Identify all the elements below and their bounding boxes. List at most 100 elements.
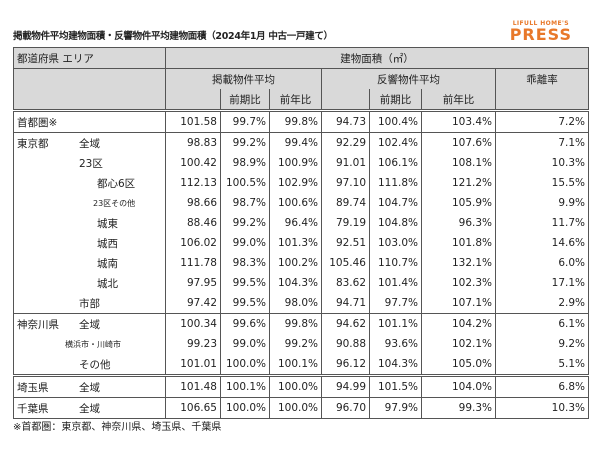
prefecture-label: 東京都 [17, 137, 49, 150]
listed-qoq-cell: 99.5% [220, 293, 270, 314]
area-label: 全域 [79, 137, 100, 150]
response-yoy-cell: 108.1% [421, 153, 496, 173]
prefecture-label: 首都圏※ [17, 116, 58, 129]
area-cell: 城東 [13, 213, 166, 233]
listed-area-cell: 99.23 [165, 334, 221, 354]
listed-qoq-cell: 100.0% [220, 397, 270, 419]
area-cell: 東京都 全域 [13, 132, 166, 153]
response-yoy-cell: 102.1% [421, 334, 496, 354]
response-area-cell: 94.62 [321, 313, 370, 334]
listed-qoq-cell: 99.2% [220, 213, 270, 233]
area-label: 城東 [97, 217, 118, 230]
response-qoq-cell: 104.8% [369, 213, 422, 233]
response-yoy-cell: 99.3% [421, 397, 496, 419]
area-cell: 都心6区 [13, 173, 166, 193]
response-qoq-cell: 102.4% [369, 132, 422, 153]
response-yoy-cell: 121.2% [421, 173, 496, 193]
deviation-rate-cell: 10.3% [495, 397, 589, 419]
listed-yoy-cell: 104.3% [269, 273, 322, 293]
response-area-cell: 89.74 [321, 193, 370, 213]
response-qoq-cell: 111.8% [369, 173, 422, 193]
listed-qoq-cell: 99.0% [220, 334, 270, 354]
listed-qoq-cell: 99.5% [220, 273, 270, 293]
area-label: その他 [79, 358, 111, 371]
response-qoq-cell: 97.7% [369, 293, 422, 314]
listed-yoy-cell: 99.8% [269, 109, 322, 133]
listed-qoq-cell: 99.0% [220, 233, 270, 253]
listed-yoy-cell: 100.6% [269, 193, 322, 213]
listed-area-cell: 100.42 [165, 153, 221, 173]
header-blank [495, 89, 589, 111]
listed-qoq-cell: 99.7% [220, 109, 270, 133]
listed-area-cell: 100.34 [165, 313, 221, 334]
response-qoq-cell: 97.9% [369, 397, 422, 419]
area-label: 城北 [97, 277, 118, 290]
listed-qoq-cell: 100.1% [220, 374, 270, 398]
table-row: その他 101.01 100.0% 100.1% 96.12 104.3% 105.0% 5.… [13, 354, 589, 376]
response-yoy-cell: 102.3% [421, 273, 496, 293]
table-row: 横浜市・川崎市 99.23 99.0% 99.2% 90.88 93.6% 102.1% 9.… [13, 334, 589, 354]
deviation-rate-cell: 6.8% [495, 374, 589, 398]
listed-qoq-cell: 99.6% [220, 313, 270, 334]
response-yoy-cell: 104.0% [421, 374, 496, 398]
deviation-rate-cell: 6.0% [495, 253, 589, 273]
table-row: 23区 100.42 98.9% 100.9% 91.01 106.1% 108.1% 10.… [13, 153, 589, 173]
deviation-rate-cell: 17.1% [495, 273, 589, 293]
area-label: 市部 [79, 297, 100, 310]
area-cell: 城西 [13, 233, 166, 253]
deviation-rate-cell: 9.9% [495, 193, 589, 213]
listed-yoy-cell: 99.8% [269, 313, 322, 334]
area-cell: 横浜市・川崎市 [13, 334, 166, 354]
listed-yoy-cell: 100.9% [269, 153, 322, 173]
response-area-cell: 79.19 [321, 213, 370, 233]
header-area-spacer [13, 68, 166, 89]
response-qoq-cell: 93.6% [369, 334, 422, 354]
table-row: 東京都 全域 98.83 99.2% 99.4% 92.29 102.4% 107.6% 7.1… [13, 132, 589, 153]
header-deviation: 乖離率 [495, 68, 589, 89]
listed-yoy-cell: 99.4% [269, 132, 322, 153]
header-blank [321, 89, 370, 111]
table-row: 都心6区 112.13 100.5% 102.9% 97.10 111.8% 121.2% 1… [13, 173, 589, 193]
response-yoy-cell: 107.6% [421, 132, 496, 153]
logo-line1: LIFULL HOME'S [512, 20, 569, 27]
listed-area-cell: 97.95 [165, 273, 221, 293]
table-row: 23区その他 98.66 98.7% 100.6% 89.74 104.7% 105.9% 9… [13, 193, 589, 213]
area-cell: 首都圏※ [13, 109, 166, 133]
table-row: 千葉県 全域 106.65 100.0% 100.0% 96.70 97.9% 99.3% 10… [13, 397, 589, 419]
table-row: 城南 111.78 98.3% 100.2% 105.46 110.7% 132.1% 6.0… [13, 253, 589, 273]
response-area-cell: 97.10 [321, 173, 370, 193]
listed-yoy-cell: 100.2% [269, 253, 322, 273]
header-listed: 掲載物件平均 [165, 68, 322, 89]
brand-logo: LIFULL HOME'S PRESS [510, 20, 572, 43]
response-qoq-cell: 104.3% [369, 354, 422, 376]
listed-yoy-cell: 102.9% [269, 173, 322, 193]
response-area-cell: 92.51 [321, 233, 370, 253]
listed-area-cell: 98.83 [165, 132, 221, 153]
area-cell: 市部 [13, 293, 166, 314]
area-cell: 埼玉県 全域 [13, 374, 166, 398]
area-label: 横浜市・川崎市 [65, 340, 121, 349]
area-label: 全域 [79, 381, 100, 394]
table-row: 埼玉県 全域 101.48 100.1% 100.0% 94.99 101.5% 104.0%… [13, 374, 589, 398]
area-table: 都道府県 エリア 建物面積（㎡） 掲載物件平均 反響物件平均 乖離率 前期比 前… [13, 47, 589, 419]
header-qoq: 前期比 [220, 89, 270, 111]
header-measure: 建物面積（㎡） [165, 47, 589, 69]
area-cell: 23区その他 [13, 193, 166, 213]
response-qoq-cell: 110.7% [369, 253, 422, 273]
table-row: 城西 106.02 99.0% 101.3% 92.51 103.0% 101.8% 14.6… [13, 233, 589, 253]
deviation-rate-cell: 6.1% [495, 313, 589, 334]
deviation-rate-cell: 14.6% [495, 233, 589, 253]
response-yoy-cell: 132.1% [421, 253, 496, 273]
listed-area-cell: 98.66 [165, 193, 221, 213]
response-yoy-cell: 107.1% [421, 293, 496, 314]
response-area-cell: 83.62 [321, 273, 370, 293]
deviation-rate-cell: 10.3% [495, 153, 589, 173]
response-qoq-cell: 101.5% [369, 374, 422, 398]
listed-yoy-cell: 100.0% [269, 374, 322, 398]
listed-area-cell: 111.78 [165, 253, 221, 273]
listed-area-cell: 101.58 [165, 109, 221, 133]
prefecture-label: 神奈川県 [17, 318, 59, 331]
response-qoq-cell: 106.1% [369, 153, 422, 173]
table-row: 首都圏※ 101.58 99.7% 99.8% 94.73 100.4% 103.4% 7.2… [13, 109, 589, 133]
response-area-cell: 94.71 [321, 293, 370, 314]
